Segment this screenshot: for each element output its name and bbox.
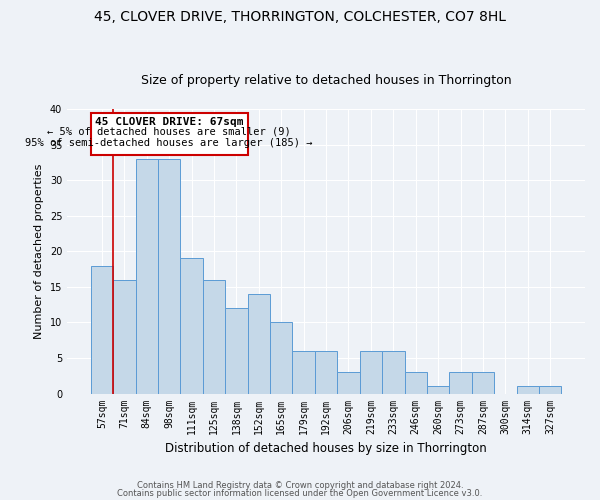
Bar [404,372,427,394]
Bar [91,266,113,394]
Bar [136,159,158,394]
Bar [270,322,292,394]
Bar [315,351,337,394]
X-axis label: Distribution of detached houses by size in Thorrington: Distribution of detached houses by size … [165,442,487,455]
Bar [449,372,472,394]
Bar [517,386,539,394]
Bar [181,258,203,394]
Text: 45, CLOVER DRIVE, THORRINGTON, COLCHESTER, CO7 8HL: 45, CLOVER DRIVE, THORRINGTON, COLCHESTE… [94,10,506,24]
Text: 95% of semi-detached houses are larger (185) →: 95% of semi-detached houses are larger (… [25,138,313,148]
Text: Contains HM Land Registry data © Crown copyright and database right 2024.: Contains HM Land Registry data © Crown c… [137,481,463,490]
Bar [91,112,248,155]
Bar [472,372,494,394]
Bar [539,386,562,394]
Bar [292,351,315,394]
Bar [382,351,404,394]
Bar [158,159,181,394]
Bar [203,280,225,394]
Text: 45 CLOVER DRIVE: 67sqm: 45 CLOVER DRIVE: 67sqm [95,117,244,127]
Bar [337,372,360,394]
Y-axis label: Number of detached properties: Number of detached properties [34,164,44,339]
Bar [427,386,449,394]
Text: ← 5% of detached houses are smaller (9): ← 5% of detached houses are smaller (9) [47,127,291,137]
Text: Contains public sector information licensed under the Open Government Licence v3: Contains public sector information licen… [118,488,482,498]
Bar [248,294,270,394]
Bar [113,280,136,394]
Bar [360,351,382,394]
Bar [225,308,248,394]
Title: Size of property relative to detached houses in Thorrington: Size of property relative to detached ho… [141,74,511,87]
